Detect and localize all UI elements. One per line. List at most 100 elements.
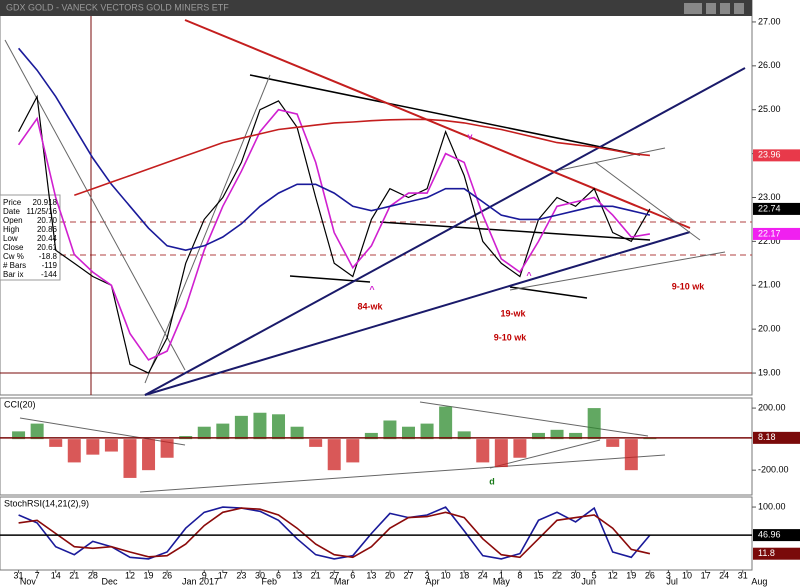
bar (476, 439, 490, 463)
bar (531, 432, 545, 440)
button[interactable] (734, 3, 744, 14)
trendlines (0, 16, 752, 493)
x-tick-label: 13 (366, 570, 376, 580)
info-value: 20.61 (37, 243, 58, 252)
x-month-label: Apr (426, 576, 440, 586)
x-month-label: Mar (334, 576, 350, 586)
annotation: 84-wk (357, 301, 383, 311)
y-tick-label: 200.00 (758, 402, 786, 412)
trendline (139, 454, 666, 493)
x-month-label: Aug (751, 576, 767, 586)
x-tick-label: 26 (162, 570, 172, 580)
annotation: d (489, 476, 495, 486)
x-tick-label: 27 (329, 570, 339, 580)
bar (253, 412, 267, 440)
x-tick-label: 20 (385, 570, 395, 580)
x-tick-label: 12 (608, 570, 618, 580)
bar (234, 415, 248, 440)
x-tick-label: 12 (125, 570, 135, 580)
trendline (559, 147, 666, 171)
bar (197, 426, 211, 440)
x-tick-label: 10 (441, 570, 451, 580)
price-pane (0, 0, 753, 396)
x-tick-label: 10 (682, 570, 692, 580)
annotation: ^ (526, 270, 532, 280)
trendline (249, 74, 641, 156)
bar (86, 439, 100, 455)
value-flag-label: 22.17 (758, 228, 781, 238)
trendline (509, 251, 726, 291)
x-tick-label: 8 (517, 570, 522, 580)
bar (290, 426, 304, 440)
info-label: Date (3, 207, 20, 216)
x-tick-label: 3 (666, 570, 671, 580)
trendline (419, 401, 649, 437)
info-value: 20.86 (37, 225, 58, 234)
pane-title: CCI(20) (4, 399, 36, 409)
x-month-label: Jun (581, 576, 596, 586)
info-label: Open (3, 216, 23, 225)
stoch-pane (0, 496, 753, 571)
x-tick-label: 26 (645, 570, 655, 580)
bar (309, 439, 323, 447)
annotation: ^ (369, 284, 375, 294)
x-tick-label: 5 (592, 570, 597, 580)
value-flag (753, 149, 800, 162)
trendline (489, 439, 601, 469)
x-tick-label: 15 (533, 570, 543, 580)
x-tick-label: 14 (51, 570, 61, 580)
x-tick-label: 30 (255, 570, 265, 580)
x-month-label: Dec (102, 576, 119, 586)
bar (494, 439, 508, 468)
value-flag (753, 547, 800, 560)
x-tick-label: 31 (14, 570, 24, 580)
trendline (144, 231, 691, 396)
value-flag (753, 202, 800, 215)
bar (606, 439, 620, 447)
x-tick-label: 1 (499, 570, 504, 580)
trendline (594, 161, 701, 241)
annotation: 19-wk (500, 308, 526, 318)
bar (160, 439, 174, 458)
y-tick-label: 19.00 (758, 367, 781, 377)
chart-title: GDX GOLD - VANECK VECTORS GOLD MINERS ET… (6, 2, 229, 12)
x-tick-label: 23 (236, 570, 246, 580)
trendline (144, 74, 271, 384)
info-box (0, 194, 61, 281)
info-value: 20.44 (37, 234, 58, 243)
button[interactable] (706, 3, 716, 14)
info-value: -119 (42, 261, 58, 270)
trendline (144, 67, 746, 396)
x-tick-label: 28 (88, 570, 98, 580)
info-label: Bar ix (3, 270, 23, 279)
bar (272, 414, 286, 440)
value-flag-label: 11.8 (758, 548, 775, 558)
bar (569, 432, 583, 440)
annotation: v (467, 131, 472, 141)
bar (327, 439, 341, 471)
y-tick-label: 21.00 (758, 280, 781, 290)
bar (587, 408, 601, 440)
trendline (184, 19, 691, 229)
x-tick-label: 19 (144, 570, 154, 580)
x-month-label: May (493, 576, 511, 586)
x-tick-label: 27 (403, 570, 413, 580)
x-tick-label: 22 (552, 570, 562, 580)
trendline (379, 221, 651, 241)
x-tick-label: 30 (571, 570, 581, 580)
bar (12, 431, 26, 440)
trendline (19, 417, 186, 446)
bar (142, 439, 156, 471)
button[interactable] (720, 3, 730, 14)
y-tick-label: 100.00 (758, 501, 786, 511)
bar (49, 439, 63, 447)
pane-title: StochRSI(14,21(2),9) (4, 498, 89, 508)
info-value: -144 (41, 270, 58, 279)
bar (439, 406, 453, 440)
x-tick-label: 21 (69, 570, 79, 580)
info-value: 20.918 (33, 198, 58, 207)
annotation: 9-10 wk (494, 332, 528, 342)
info-label: Cw % (3, 252, 24, 261)
button[interactable] (684, 3, 702, 14)
info-label: Low (3, 234, 18, 243)
